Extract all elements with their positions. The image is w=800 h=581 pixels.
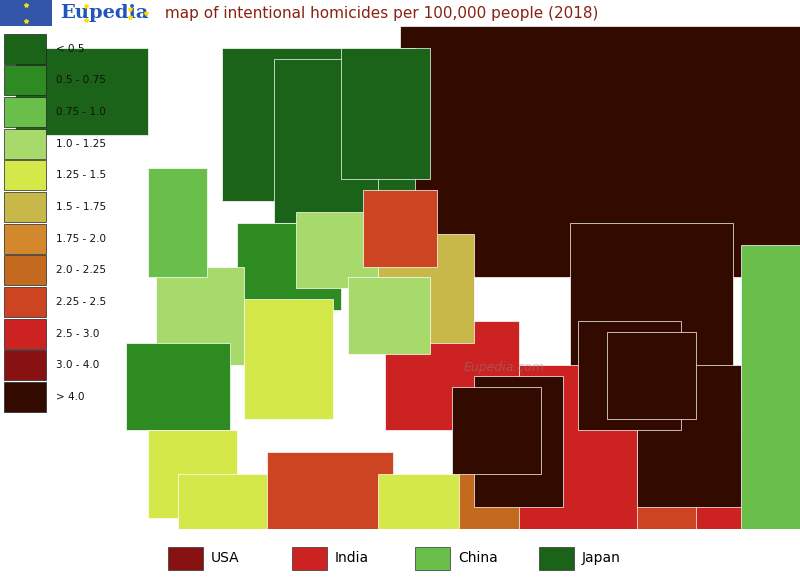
Text: Eupedia.com: Eupedia.com: [463, 361, 545, 374]
Bar: [400, 26, 800, 277]
Bar: [155, 267, 245, 365]
Bar: [637, 365, 741, 507]
Text: 2.25 - 2.5: 2.25 - 2.5: [56, 297, 106, 307]
Text: < 0.5: < 0.5: [56, 44, 85, 54]
Text: 1.5 - 1.75: 1.5 - 1.75: [56, 202, 106, 212]
Text: 1.25 - 1.5: 1.25 - 1.5: [56, 170, 106, 181]
Bar: [607, 332, 696, 419]
Text: 0.75 - 1.0: 0.75 - 1.0: [56, 107, 106, 117]
FancyBboxPatch shape: [4, 350, 46, 381]
Bar: [178, 474, 334, 581]
Bar: [237, 223, 341, 310]
FancyBboxPatch shape: [4, 255, 46, 285]
Text: China: China: [458, 551, 498, 565]
Bar: [292, 547, 327, 570]
FancyBboxPatch shape: [4, 128, 46, 159]
Text: map of intentional homicides per 100,000 people (2018): map of intentional homicides per 100,000…: [160, 6, 598, 20]
Bar: [148, 168, 207, 277]
Bar: [168, 547, 203, 570]
Bar: [222, 48, 415, 201]
Text: 1.0 - 1.25: 1.0 - 1.25: [56, 139, 106, 149]
Bar: [341, 48, 430, 179]
Bar: [15, 48, 148, 135]
Bar: [578, 321, 682, 431]
FancyBboxPatch shape: [4, 318, 46, 349]
Bar: [245, 299, 334, 419]
Bar: [296, 212, 378, 288]
Text: 1.75 - 2.0: 1.75 - 2.0: [56, 234, 106, 244]
FancyBboxPatch shape: [4, 224, 46, 254]
Bar: [348, 277, 430, 354]
Bar: [637, 387, 763, 561]
Bar: [459, 463, 607, 581]
Text: 0.5 - 0.75: 0.5 - 0.75: [56, 76, 106, 85]
Bar: [355, 234, 474, 343]
FancyBboxPatch shape: [4, 287, 46, 317]
Bar: [274, 59, 378, 223]
Text: India: India: [334, 551, 369, 565]
Bar: [538, 547, 574, 570]
Bar: [518, 365, 666, 551]
Text: Japan: Japan: [582, 551, 620, 565]
Bar: [266, 452, 393, 581]
Text: 2.0 - 2.25: 2.0 - 2.25: [56, 266, 106, 275]
FancyBboxPatch shape: [0, 0, 52, 26]
Text: 3.0 - 4.0: 3.0 - 4.0: [56, 360, 99, 370]
Bar: [148, 431, 237, 518]
Bar: [570, 223, 734, 376]
Bar: [385, 321, 518, 431]
Bar: [474, 376, 563, 507]
Bar: [696, 431, 800, 581]
Text: USA: USA: [211, 551, 240, 565]
Bar: [415, 547, 450, 570]
FancyBboxPatch shape: [4, 382, 46, 412]
FancyBboxPatch shape: [4, 160, 46, 191]
Bar: [741, 245, 800, 581]
Bar: [452, 387, 541, 474]
FancyBboxPatch shape: [4, 192, 46, 222]
Text: Eupedia: Eupedia: [60, 4, 149, 22]
FancyBboxPatch shape: [4, 65, 46, 95]
Text: > 4.0: > 4.0: [56, 392, 85, 402]
Bar: [378, 474, 466, 581]
FancyBboxPatch shape: [4, 97, 46, 127]
Text: 2.5 - 3.0: 2.5 - 3.0: [56, 329, 99, 339]
FancyBboxPatch shape: [4, 34, 46, 64]
Bar: [126, 343, 230, 431]
Bar: [363, 190, 437, 267]
